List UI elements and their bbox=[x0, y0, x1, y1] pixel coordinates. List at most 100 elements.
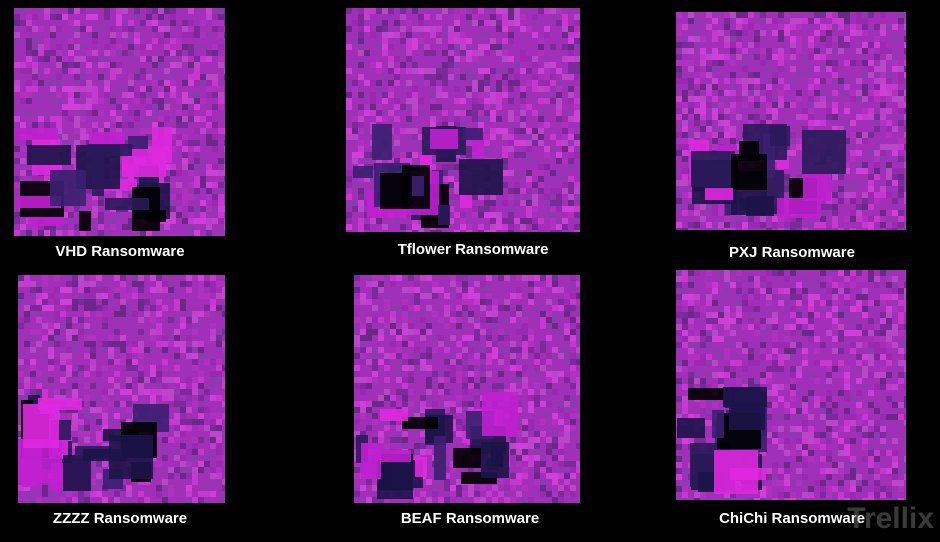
pixel-cell bbox=[128, 224, 134, 230]
pixel-cell bbox=[898, 186, 904, 192]
pixel-cell bbox=[406, 20, 412, 26]
pixel-cell bbox=[706, 126, 712, 132]
pixel-cell bbox=[498, 491, 504, 497]
pixel-cell bbox=[468, 485, 474, 491]
pixel-cell bbox=[486, 371, 492, 377]
pixel-cell bbox=[558, 287, 564, 293]
pixel-cell bbox=[176, 212, 182, 218]
pixel-cell bbox=[216, 473, 222, 479]
pixel-cell bbox=[462, 353, 468, 359]
pixel-cell bbox=[84, 425, 90, 431]
pixel-cell bbox=[526, 206, 532, 212]
pixel-cell bbox=[564, 329, 570, 335]
pixel-cell bbox=[116, 122, 122, 128]
pixel-cell bbox=[880, 312, 886, 318]
pixel-cell bbox=[784, 12, 790, 18]
pixel-cell bbox=[400, 50, 406, 56]
pixel-cell bbox=[138, 317, 144, 323]
pixel-cell bbox=[408, 371, 414, 377]
pixel-cell bbox=[472, 56, 478, 62]
pixel-cell bbox=[898, 312, 904, 318]
pixel-cell bbox=[502, 128, 508, 134]
pixel-cell bbox=[204, 407, 210, 413]
pixel-cell bbox=[892, 450, 898, 456]
pixel-cell bbox=[174, 449, 180, 455]
pixel-cell bbox=[510, 311, 516, 317]
pixel-cell bbox=[134, 230, 140, 236]
pixel-cell bbox=[874, 318, 880, 324]
pixel-cell bbox=[378, 347, 384, 353]
pixel-cell bbox=[562, 134, 568, 140]
pixel-cell bbox=[474, 293, 480, 299]
pixel-cell bbox=[510, 479, 516, 485]
pixel-cell bbox=[544, 212, 550, 218]
pixel-cell bbox=[122, 104, 128, 110]
pixel-cell bbox=[760, 450, 766, 456]
pixel-cell bbox=[784, 300, 790, 306]
pixel-cell bbox=[174, 299, 180, 305]
pixel-cell bbox=[186, 311, 192, 317]
pixel-cell bbox=[796, 438, 802, 444]
pixel-cell bbox=[60, 287, 66, 293]
pixel-cell bbox=[772, 114, 778, 120]
pixel-cell bbox=[718, 210, 724, 216]
pixel-cell bbox=[550, 200, 556, 206]
pixel-cell bbox=[218, 194, 224, 200]
pixel-cell bbox=[880, 354, 886, 360]
pixel-cell bbox=[212, 14, 218, 20]
pixel-cell bbox=[790, 426, 796, 432]
pixel-cell bbox=[718, 204, 724, 210]
pixel-cell bbox=[796, 330, 802, 336]
pixel-cell bbox=[36, 305, 42, 311]
pixel-cell bbox=[808, 372, 814, 378]
pixel-cell bbox=[478, 44, 484, 50]
pixel-cell bbox=[682, 288, 688, 294]
pixel-cell bbox=[474, 467, 480, 473]
pixel-cell bbox=[796, 18, 802, 24]
pixel-cell bbox=[456, 311, 462, 317]
pixel-cell bbox=[138, 341, 144, 347]
pixel-cell bbox=[694, 90, 700, 96]
pixel-cell bbox=[134, 116, 140, 122]
pixel-cell bbox=[574, 194, 580, 200]
pixel-cell bbox=[784, 462, 790, 468]
pixel-cell bbox=[742, 222, 748, 228]
pixel-cell bbox=[574, 14, 580, 20]
pixel-cell bbox=[140, 20, 146, 26]
pixel-cell bbox=[104, 80, 110, 86]
pixel-cell bbox=[874, 24, 880, 30]
pixel-cell bbox=[72, 299, 78, 305]
pixel-cell bbox=[42, 335, 48, 341]
pixel-cell bbox=[466, 146, 472, 152]
pixel-cell bbox=[384, 389, 390, 395]
pixel-cell bbox=[724, 18, 730, 24]
pixel-cell bbox=[400, 158, 406, 164]
pixel-cell bbox=[212, 134, 218, 140]
byte-plot bbox=[354, 275, 580, 503]
pixel-cell bbox=[98, 56, 104, 62]
pixel-cell bbox=[514, 128, 520, 134]
pixel-cell bbox=[32, 176, 38, 182]
pixel-cell bbox=[520, 68, 526, 74]
pixel-cell bbox=[814, 294, 820, 300]
pixel-cell bbox=[814, 30, 820, 36]
pixel-cell bbox=[718, 120, 724, 126]
pixel-cell bbox=[540, 311, 546, 317]
pixel-cell bbox=[540, 491, 546, 497]
pixel-cell bbox=[904, 36, 906, 42]
pixel-cell bbox=[898, 414, 904, 420]
pixel-cell bbox=[156, 341, 162, 347]
pixel-cell bbox=[120, 275, 126, 281]
pixel-cell bbox=[466, 230, 472, 232]
pixel-cell bbox=[706, 324, 712, 330]
pixel-cell bbox=[454, 212, 460, 218]
pixel-cell bbox=[86, 62, 92, 68]
pixel-cell bbox=[414, 443, 420, 449]
pixel-cell bbox=[450, 371, 456, 377]
pixel-cell bbox=[210, 413, 216, 419]
pixel-cell bbox=[562, 182, 568, 188]
pixel-cell bbox=[574, 152, 580, 158]
pixel-cell bbox=[222, 383, 225, 389]
pixel-cell bbox=[826, 36, 832, 42]
pixel-cell bbox=[14, 86, 20, 92]
